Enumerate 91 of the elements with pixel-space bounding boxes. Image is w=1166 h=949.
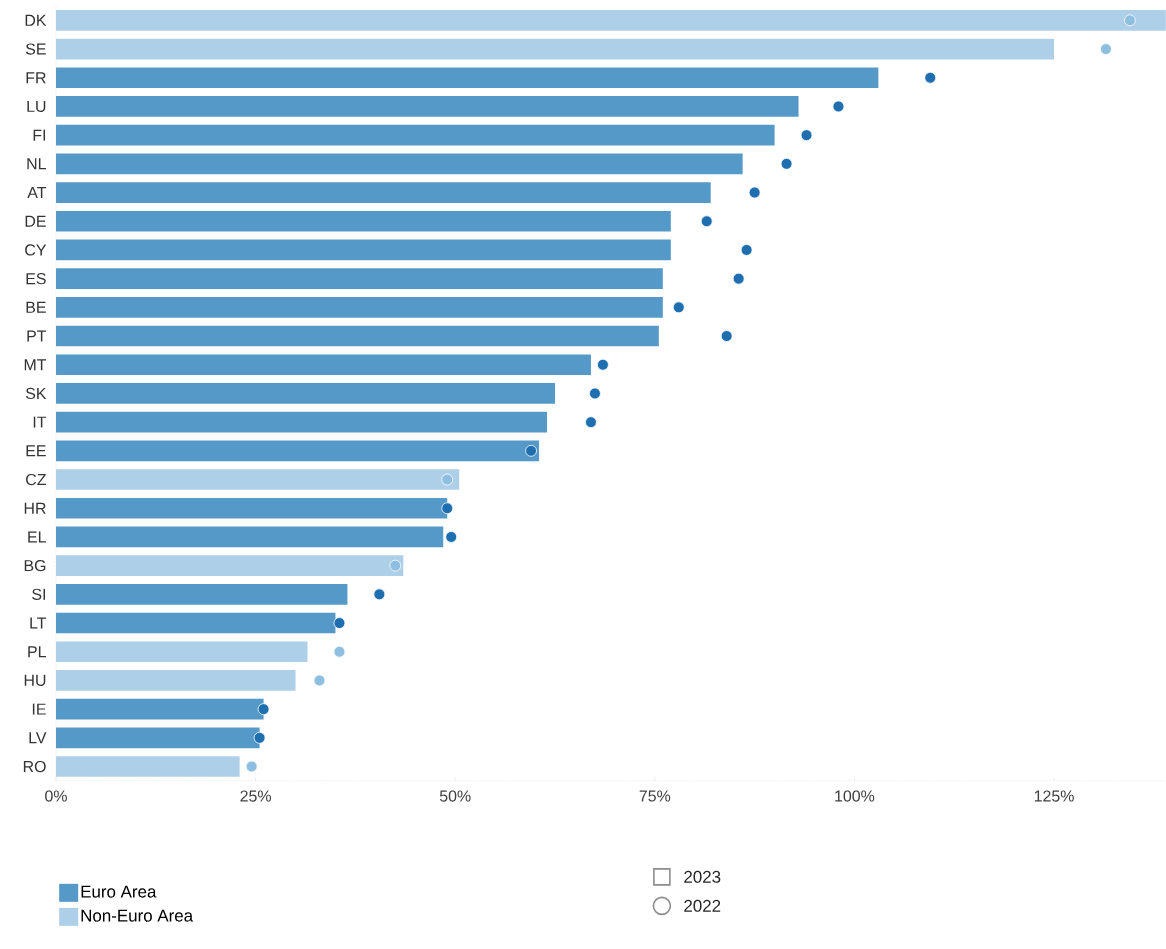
y-tick-label: BG (24, 560, 46, 572)
text: 2023 (684, 870, 721, 883)
point (800, 129, 813, 142)
bar (56, 124, 775, 146)
y-tick-label: MT (24, 359, 47, 371)
y-tick-label: DE (25, 215, 46, 227)
y-tick-label: LV (29, 732, 47, 744)
y-tick-label: FI (33, 129, 46, 141)
bar (56, 612, 336, 634)
y-tick-label: SI (32, 588, 46, 601)
y-tick-label: CZ (26, 473, 46, 486)
point (585, 416, 597, 429)
bar (56, 325, 659, 347)
point (253, 732, 266, 744)
bar (56, 440, 540, 462)
point (441, 473, 454, 486)
bar (56, 383, 556, 404)
x-tick-label: 75% (639, 790, 671, 802)
bar (56, 182, 711, 203)
point (672, 301, 685, 314)
bar (56, 756, 240, 777)
y-tick-label: BE (26, 301, 46, 313)
text: 2022 (684, 899, 721, 912)
y-tick-label: RO (23, 760, 46, 773)
point (740, 244, 753, 256)
point (924, 71, 937, 84)
legend-label: Euro Area (81, 885, 157, 898)
y-tick-label: SE (25, 43, 46, 55)
bar (56, 96, 799, 117)
point (525, 445, 537, 457)
y-tick-label: ES (26, 273, 46, 285)
point (389, 559, 402, 572)
bar (56, 268, 663, 290)
y-tick-label: PT (27, 330, 47, 342)
point (313, 674, 326, 687)
x-tick-label: 125% (1034, 790, 1074, 802)
bar (56, 10, 1166, 31)
bar (56, 641, 308, 663)
bar (56, 354, 591, 376)
bar (56, 38, 1055, 60)
bar (56, 210, 671, 232)
y-tick-label: CY (25, 244, 47, 256)
point (257, 703, 270, 716)
point (832, 100, 845, 113)
y-tick-label: EE (26, 445, 46, 457)
y-tick-label: SK (25, 387, 47, 400)
bar (56, 411, 548, 433)
point (720, 330, 733, 343)
point (333, 617, 346, 630)
point (441, 502, 454, 515)
x-tick-label: 0% (45, 790, 67, 802)
point (780, 158, 793, 170)
y-tick-label: NL (27, 158, 46, 170)
y-tick-label: HR (24, 502, 46, 514)
y-tick-label: DK (25, 14, 47, 26)
point (748, 186, 761, 199)
point (333, 645, 346, 658)
bar (56, 698, 264, 720)
point (373, 588, 386, 601)
point (445, 531, 458, 543)
y-tick-label: FR (26, 72, 46, 84)
bar (56, 67, 879, 89)
point (589, 387, 601, 400)
y-tick-label: LU (27, 100, 46, 113)
point (1100, 43, 1112, 56)
bar (56, 670, 296, 691)
point (732, 272, 745, 285)
bar (56, 239, 671, 261)
bar (56, 555, 404, 577)
legend-label: Non-Euro Area (81, 909, 194, 922)
point (1123, 14, 1136, 27)
x-tick-label: 100% (835, 790, 875, 802)
y-tick-label: HU (24, 674, 46, 687)
bar (56, 153, 743, 175)
bar (56, 497, 448, 519)
bar (56, 584, 348, 605)
y-tick-label: AT (27, 187, 47, 199)
point (245, 760, 258, 773)
y-tick-label: LT (30, 617, 47, 629)
x-tick-label: 25% (240, 790, 271, 802)
point (597, 358, 609, 371)
y-tick-label: PL (28, 646, 46, 658)
x-tick-label: 50% (439, 790, 471, 802)
y-tick-label: EL (28, 531, 46, 543)
bar (56, 469, 460, 490)
point (700, 215, 713, 228)
y-tick-label: IE (32, 703, 46, 715)
y-tick-label: IT (33, 416, 47, 428)
bar (56, 526, 444, 548)
bar (56, 297, 663, 318)
bar (56, 727, 260, 749)
